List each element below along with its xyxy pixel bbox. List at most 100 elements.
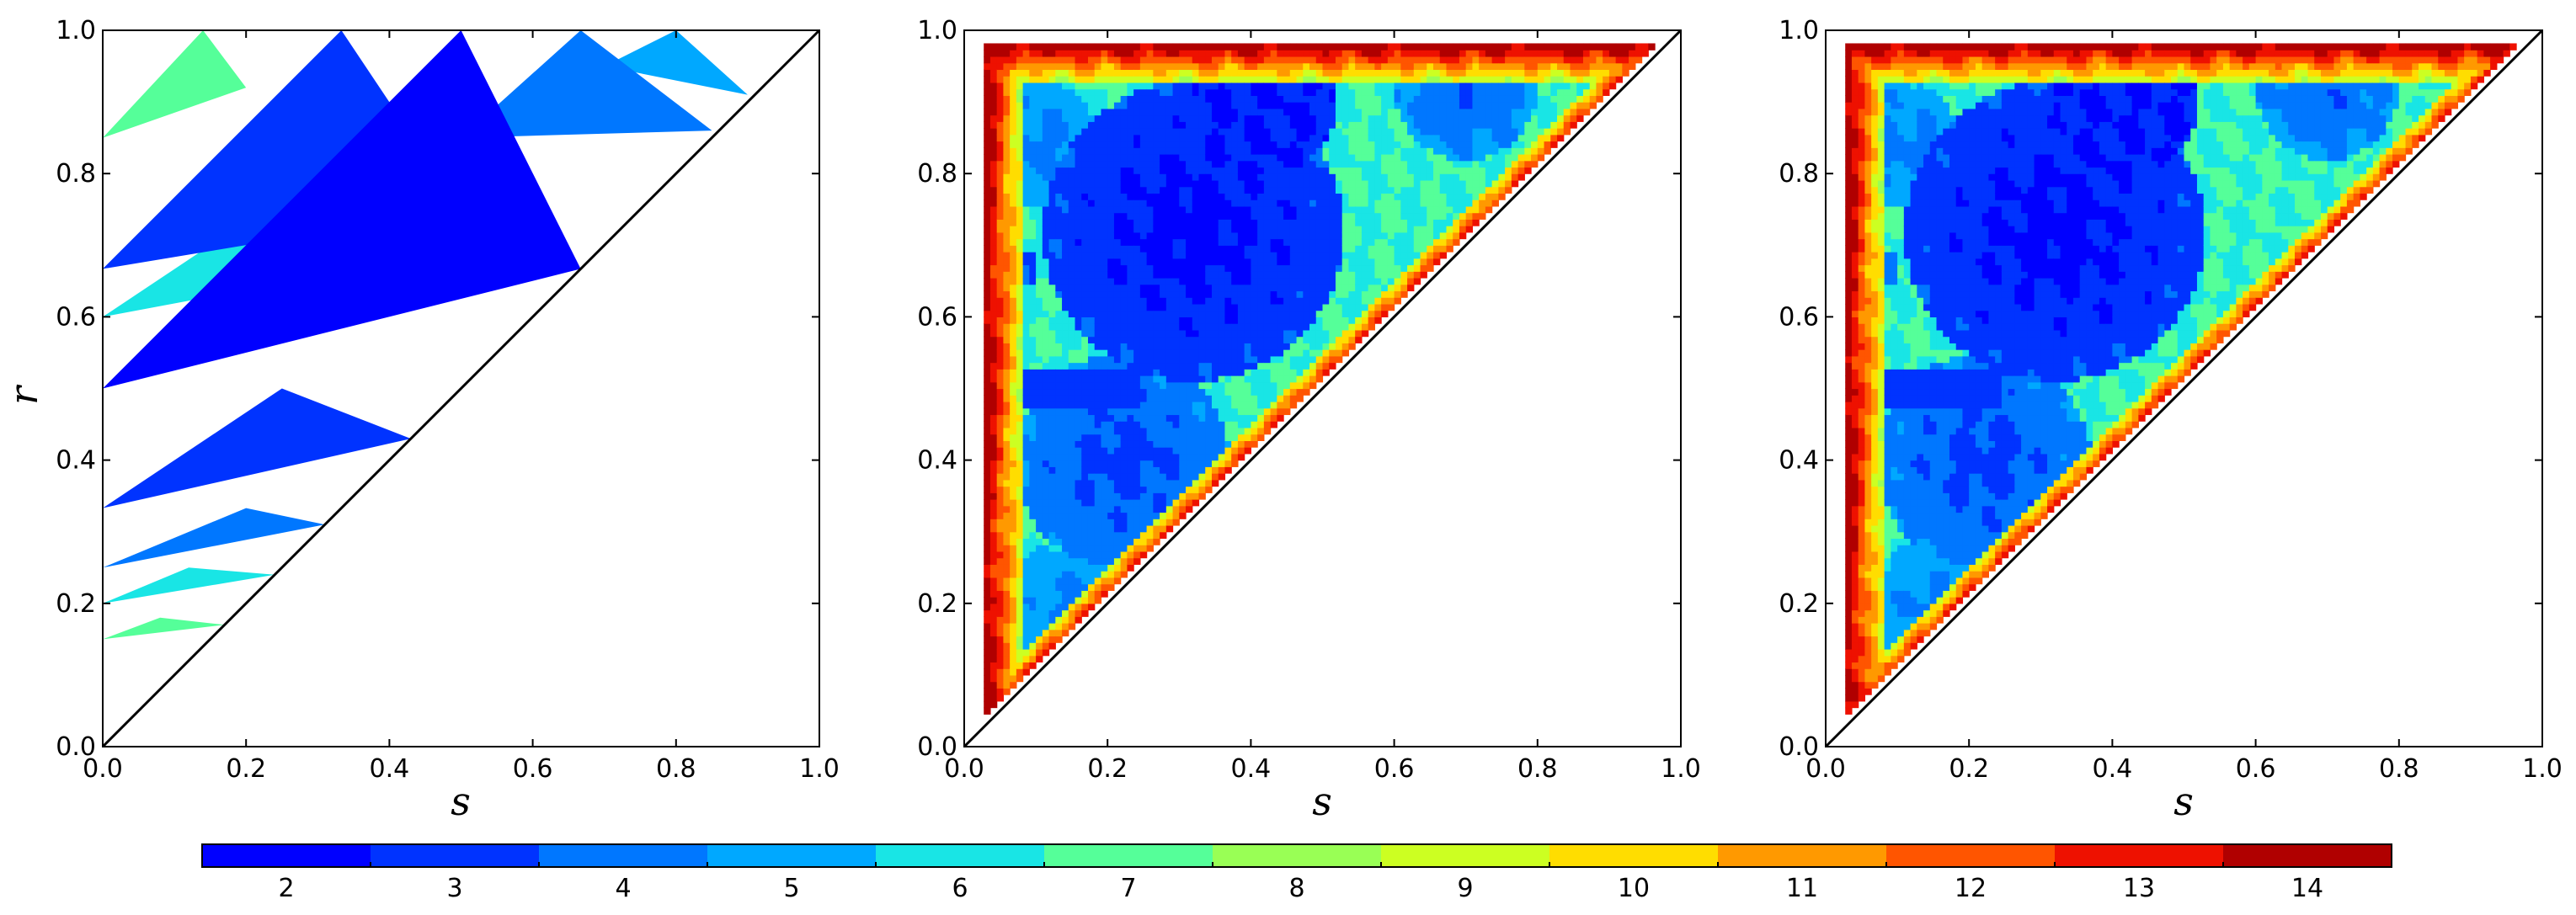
heatmap-cell (1062, 616, 1069, 624)
heatmap-cell (989, 700, 998, 709)
heatmap-cell (1010, 317, 1017, 324)
heatmap-cell (1127, 114, 1134, 122)
heatmap-cell (996, 674, 1005, 683)
heatmap-cell (1133, 551, 1141, 559)
heatmap-cell (1420, 114, 1427, 122)
heatmap-cell (1381, 108, 1389, 116)
heatmap-cell (1087, 421, 1096, 428)
heatmap-cell (1355, 336, 1363, 343)
heatmap-cell (1068, 297, 1076, 305)
heatmap-cell (1139, 258, 1148, 266)
heatmap-cell (1029, 388, 1037, 396)
heatmap-cell (1244, 421, 1251, 428)
heatmap-cell (1087, 505, 1096, 513)
heatmap-cell (1381, 121, 1389, 129)
heatmap-cell (1394, 56, 1401, 64)
heatmap-cell (1387, 297, 1395, 305)
heatmap-cell (1224, 88, 1232, 96)
heatmap-cell (1113, 453, 1122, 461)
heatmap-cell (1133, 141, 1141, 148)
heatmap-cell (1211, 407, 1219, 416)
heatmap-cell (1413, 141, 1421, 148)
heatmap-cell (1407, 69, 1415, 77)
heatmap-cell (1172, 69, 1180, 77)
heatmap-cell (1010, 43, 1017, 51)
heatmap-cell (1192, 199, 1200, 207)
heatmap-cell (1094, 186, 1102, 194)
heatmap-cell (1081, 466, 1089, 474)
heatmap-cell (1120, 173, 1128, 181)
heatmap-cell (1427, 245, 1434, 253)
heatmap-cell (1029, 205, 1037, 214)
heatmap-cell (1205, 479, 1213, 487)
heatmap-cell (1087, 199, 1096, 207)
heatmap-cell (1179, 492, 1187, 500)
heatmap-cell (1036, 95, 1043, 103)
heatmap-cell (1107, 564, 1115, 572)
heatmap-cell (1003, 231, 1011, 240)
heatmap-cell (1101, 56, 1108, 64)
heatmap-cell (1127, 226, 1134, 233)
heatmap-cell (1205, 427, 1213, 435)
heatmap-cell (1081, 173, 1089, 181)
heatmap-cell (1237, 245, 1245, 253)
heatmap-cell (1361, 317, 1369, 324)
heatmap-cell (1081, 479, 1089, 487)
heatmap-cell (1120, 447, 1128, 455)
heatmap-cell (1055, 323, 1063, 331)
heatmap-cell (1315, 245, 1324, 253)
heatmap-cell (1205, 349, 1213, 357)
heatmap-cell (1165, 453, 1174, 461)
heatmap-cell (1087, 336, 1096, 343)
heatmap-cell (1270, 134, 1277, 142)
heatmap-cell (1127, 414, 1134, 422)
heatmap-cell (1211, 349, 1219, 357)
heatmap-cell (1186, 238, 1193, 246)
heatmap-cell (1433, 173, 1441, 181)
heatmap-cell (989, 297, 998, 305)
heatmap-cell (1394, 76, 1401, 83)
heatmap-cell (1231, 238, 1239, 246)
heatmap-cell (1387, 277, 1395, 285)
heatmap-cell (1179, 205, 1187, 214)
heatmap-cell (1029, 499, 1037, 507)
heatmap-cell (1016, 62, 1024, 71)
heatmap-cell (1139, 343, 1148, 350)
heatmap-cell (1068, 545, 1076, 552)
heatmap-cell (1283, 395, 1291, 402)
heatmap-cell (1361, 43, 1369, 51)
heatmap-cell (1139, 95, 1148, 103)
heatmap-cell (996, 284, 1005, 292)
heatmap-cell (1270, 121, 1277, 129)
heatmap-cell (1289, 329, 1298, 338)
heatmap-cell (1394, 193, 1401, 200)
heatmap-cell (1270, 336, 1277, 343)
heatmap-cell (1029, 524, 1037, 533)
heatmap-cell (984, 688, 991, 695)
heatmap-cell (1186, 290, 1193, 298)
heatmap-cell (1036, 62, 1043, 71)
heatmap-cell (1198, 427, 1206, 435)
heatmap-cell (1081, 199, 1089, 207)
heatmap-cell (1062, 343, 1069, 350)
heatmap-cell (1146, 519, 1154, 526)
heatmap-cell (1289, 153, 1298, 162)
heatmap-cell (1361, 219, 1369, 226)
heatmap-cell (1270, 303, 1277, 311)
heatmap-cell (1244, 271, 1251, 279)
heatmap-cell (1003, 499, 1011, 507)
heatmap-cell (1218, 362, 1226, 370)
heatmap-cell (1048, 401, 1056, 409)
heatmap-cell (1042, 258, 1050, 266)
heatmap-cell (1062, 102, 1069, 109)
heatmap-cell (1139, 460, 1148, 467)
heatmap-cell (1165, 50, 1174, 57)
heatmap-cell (1231, 252, 1239, 259)
heatmap-cell (1381, 160, 1389, 168)
heatmap-cell (1179, 343, 1187, 350)
panel-left-ylabel: r (1, 384, 46, 405)
heatmap-cell (1263, 102, 1272, 109)
heatmap-cell (1010, 343, 1017, 350)
heatmap-cell (1244, 362, 1251, 370)
heatmap-cell (1036, 297, 1043, 305)
